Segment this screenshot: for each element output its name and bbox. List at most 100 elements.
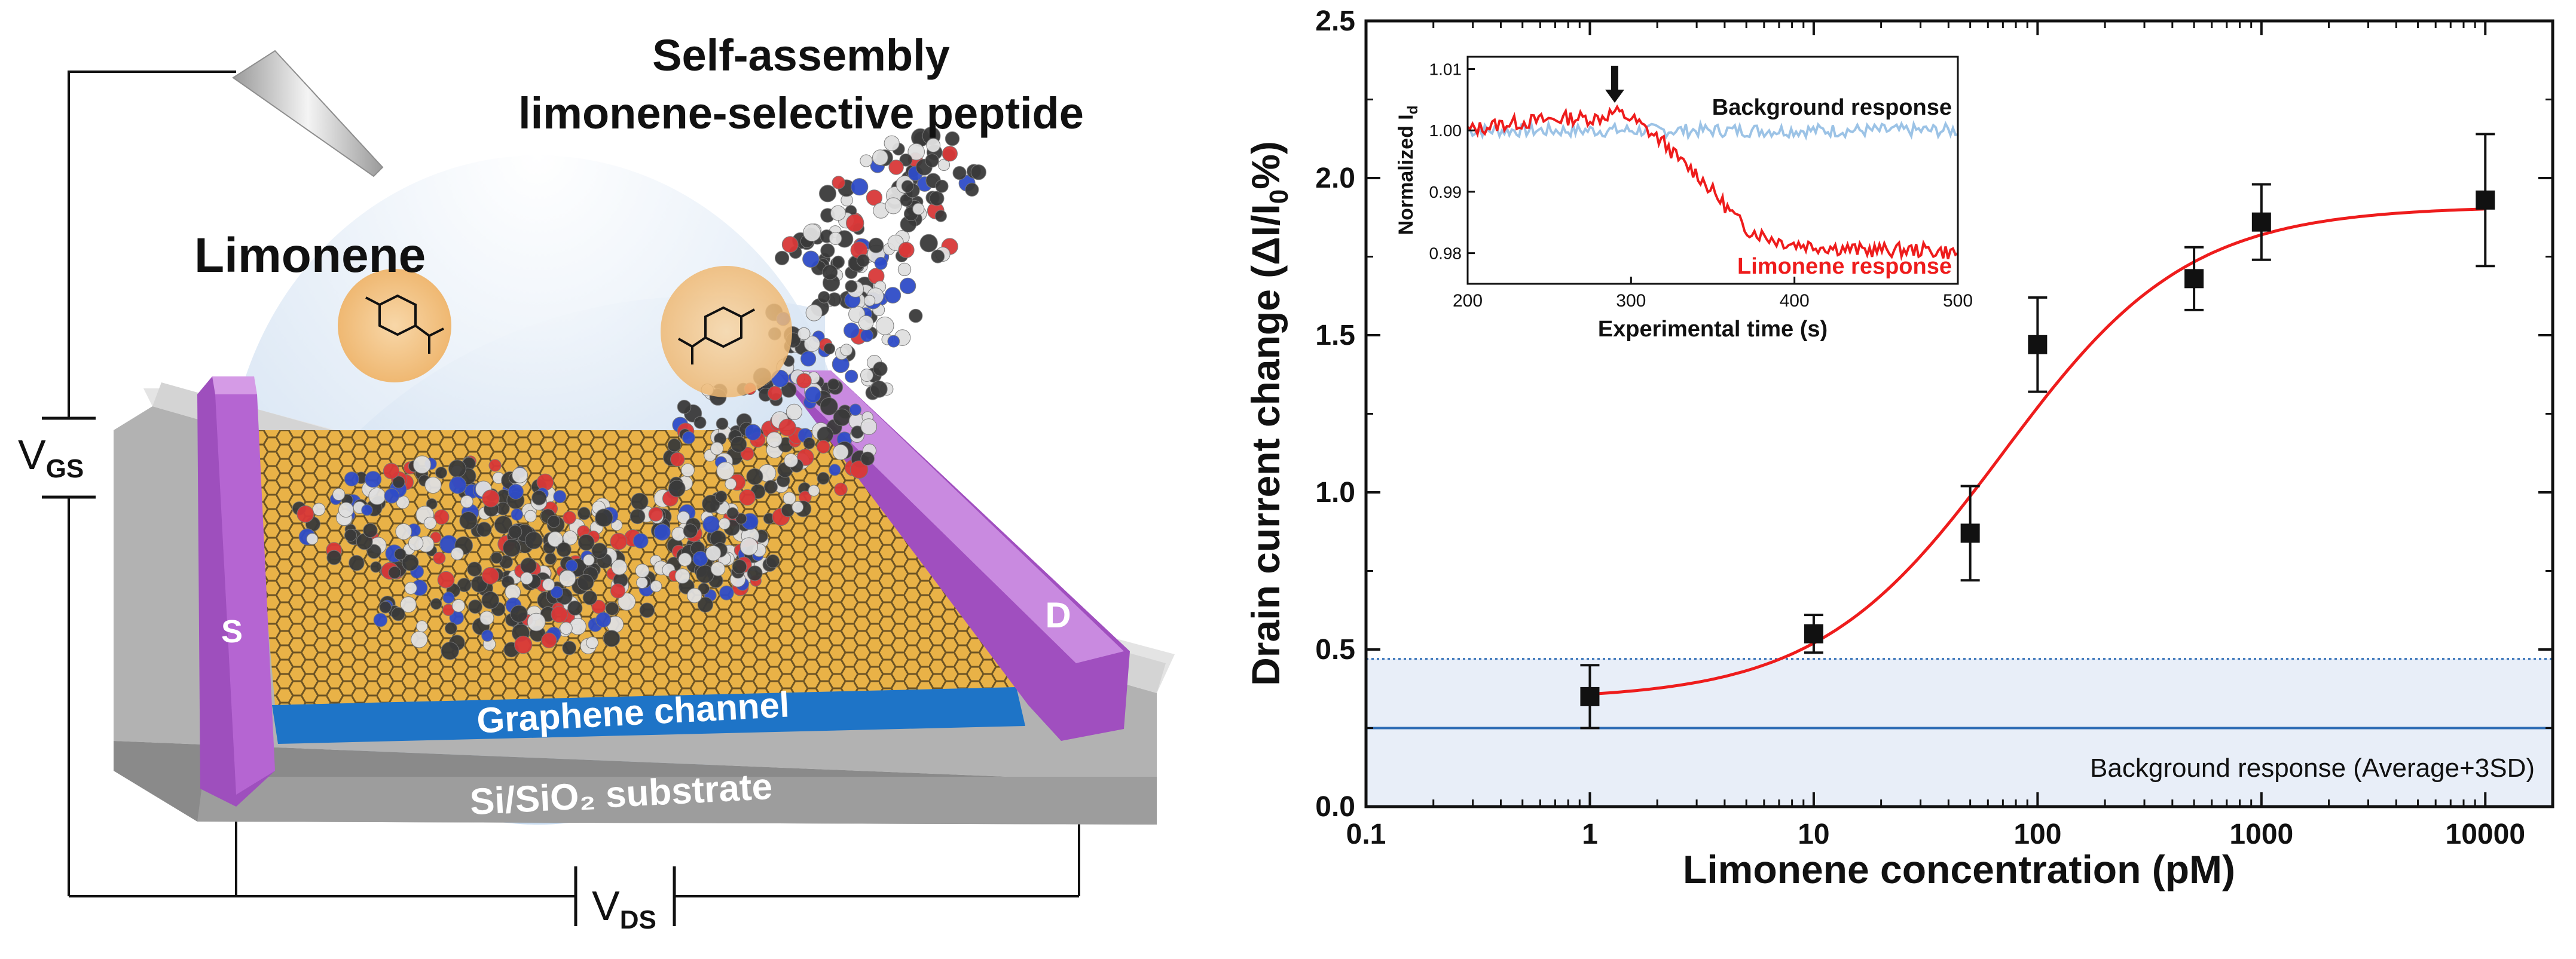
data-point — [1804, 614, 1823, 654]
atom — [860, 418, 878, 435]
atom — [725, 478, 737, 490]
atom — [511, 508, 524, 521]
data-point — [2028, 296, 2048, 393]
atom — [747, 565, 763, 581]
atom — [860, 451, 875, 466]
atom — [718, 517, 731, 530]
atom — [740, 537, 759, 556]
atom — [677, 400, 692, 414]
atom — [605, 602, 619, 615]
atom — [808, 485, 820, 497]
atom — [514, 635, 533, 654]
peptide-molecules — [292, 127, 986, 660]
atom — [884, 287, 902, 304]
atom — [536, 473, 554, 491]
atom — [856, 254, 870, 268]
atom — [412, 455, 432, 474]
atom — [653, 523, 671, 541]
atom — [577, 574, 594, 591]
atom — [872, 149, 888, 166]
atom — [394, 548, 407, 560]
atom — [547, 515, 560, 528]
atom — [368, 487, 386, 505]
atom — [338, 502, 354, 518]
atom — [408, 535, 424, 551]
atom — [945, 131, 960, 146]
atom — [379, 601, 392, 614]
atom — [395, 523, 412, 540]
atom — [912, 203, 925, 215]
inset-y-axis-title: Normalized Id — [1395, 106, 1421, 235]
time-marker-arrow — [1605, 66, 1624, 103]
atom — [373, 612, 388, 627]
inset-x-tick-label: 400 — [1780, 291, 1810, 311]
atom — [899, 277, 916, 295]
atom — [383, 462, 400, 479]
atom — [631, 492, 649, 511]
atom — [840, 344, 853, 357]
atom — [668, 480, 686, 497]
atom — [778, 418, 796, 437]
bound-limonene-structure-icon — [678, 306, 755, 364]
peptide-title-line1: Self-assembly — [652, 30, 950, 80]
atom — [834, 482, 848, 497]
atom — [901, 180, 914, 193]
atom — [508, 525, 522, 539]
atom — [524, 531, 543, 550]
atom — [476, 522, 492, 537]
x-tick-label: 100 — [2013, 819, 2061, 850]
atom — [468, 599, 482, 614]
atom — [370, 561, 382, 573]
x-tick-label: 0.1 — [1346, 819, 1386, 850]
data-point — [2184, 246, 2204, 311]
atom — [925, 154, 939, 168]
atom — [800, 351, 817, 367]
atom — [332, 488, 346, 501]
atom — [870, 380, 888, 398]
atom — [710, 442, 724, 455]
atom — [639, 602, 655, 618]
source-electrode — [197, 376, 275, 807]
atom — [361, 504, 373, 516]
atom — [550, 586, 564, 599]
inset-y-tick-label: 0.99 — [1429, 183, 1462, 201]
data-marker — [2028, 335, 2048, 354]
atom — [805, 386, 821, 403]
atom — [766, 431, 783, 448]
atom — [849, 403, 862, 416]
atom — [349, 554, 365, 571]
inset-legend-limonene: Limonene response — [1737, 254, 1952, 279]
atom — [866, 189, 883, 206]
x-axis-title: Limonene concentration (pM) — [1683, 847, 2235, 891]
atom — [830, 205, 846, 221]
atom — [735, 513, 747, 525]
atom — [818, 291, 830, 304]
data-marker — [1960, 523, 1980, 543]
atom — [591, 543, 608, 559]
x-tick-label: 10 — [1798, 819, 1829, 850]
atom — [802, 250, 820, 268]
atom — [681, 463, 695, 477]
atom — [970, 164, 986, 180]
atom — [603, 630, 621, 647]
data-marker — [2251, 212, 2271, 232]
inset-x-tick-label: 300 — [1616, 291, 1646, 311]
limonene-response-line — [1466, 104, 1959, 262]
atom — [687, 588, 702, 603]
atom — [739, 489, 756, 506]
atom — [481, 567, 499, 585]
atom — [494, 516, 513, 534]
atom — [531, 490, 547, 505]
atom — [567, 600, 583, 616]
atom — [451, 547, 464, 560]
atom — [805, 304, 823, 321]
atom — [934, 210, 947, 222]
atom — [719, 585, 734, 600]
inset-y-tick-label: 1.01 — [1429, 60, 1462, 79]
atom — [931, 249, 945, 264]
atom — [874, 256, 888, 270]
data-marker — [1804, 624, 1823, 644]
atom — [632, 533, 649, 549]
fit-curve — [1590, 207, 2486, 696]
data-marker — [2476, 190, 2495, 210]
